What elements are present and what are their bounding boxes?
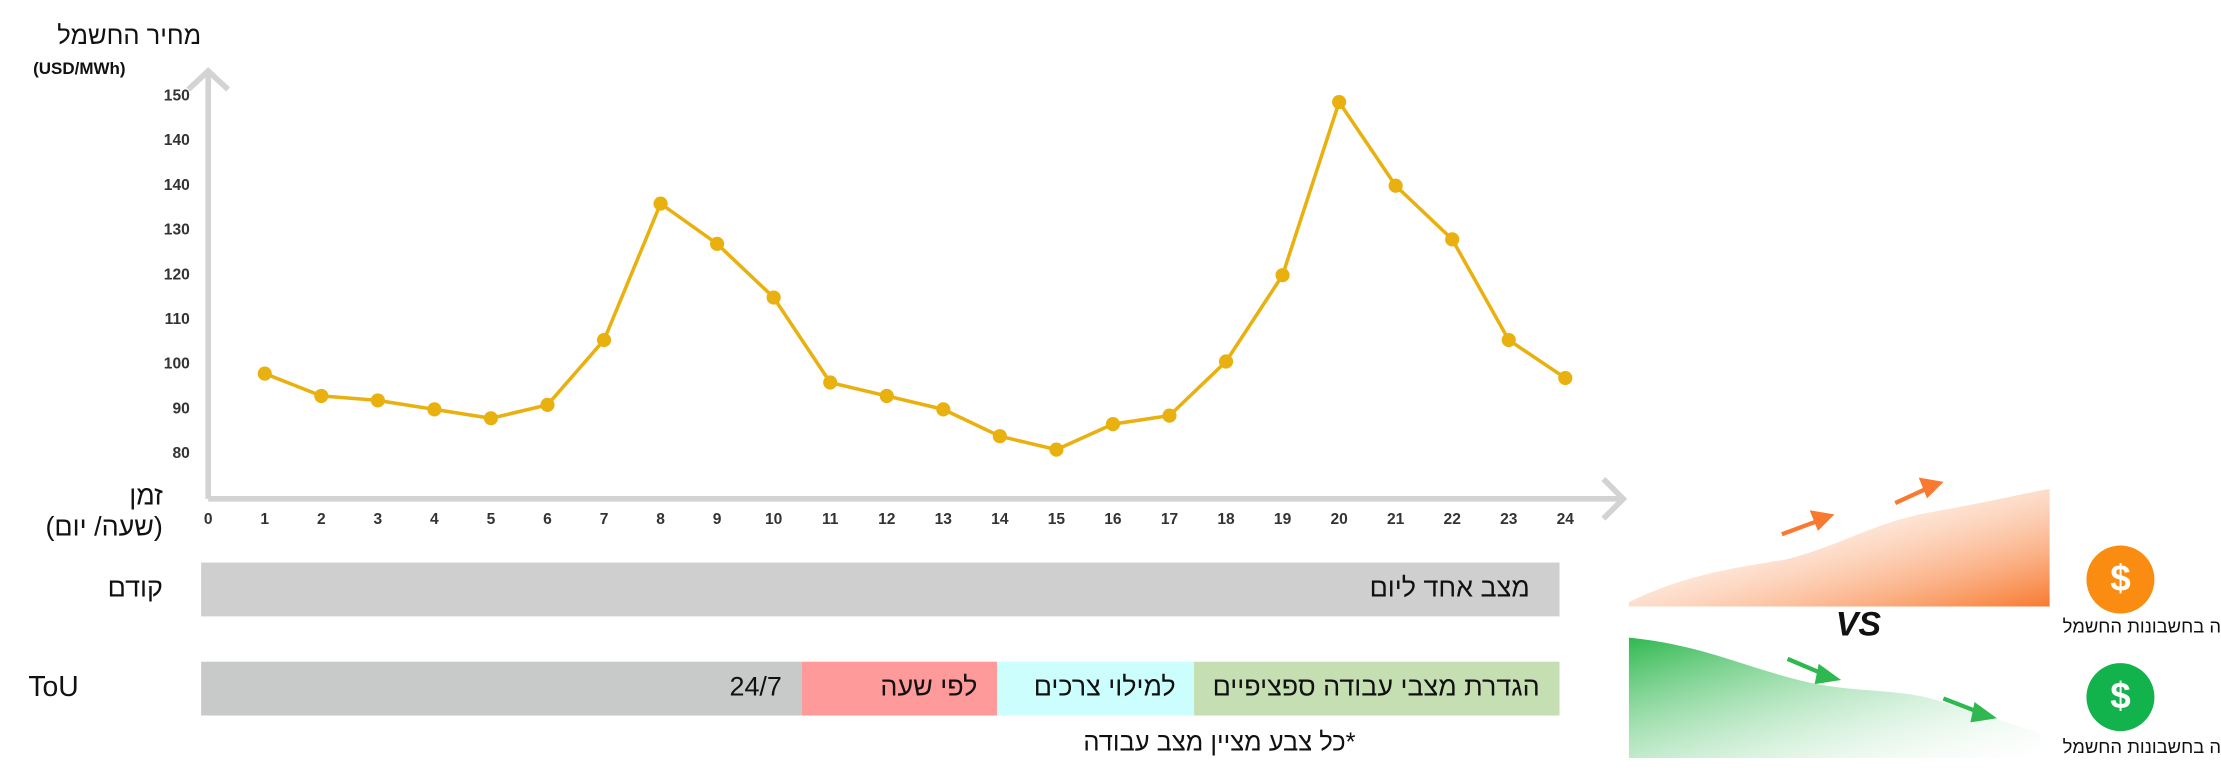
x-tick-label: 6 [543,511,552,528]
x-tick-label: 4 [430,511,439,528]
mode-text: לפי שעה [880,672,977,702]
row-label: קודם [108,573,163,603]
y-tick-label: 140 [164,177,190,194]
x-tick-label: 9 [713,511,722,528]
x-tick-label: 11 [822,511,839,528]
price-point [258,366,272,380]
x-tick-label: 3 [374,511,383,528]
price-point [993,429,1007,443]
price-point [1219,354,1233,368]
y-tick-label: 140 [164,132,190,149]
price-point [1502,333,1516,347]
page: {"chart_data": {"type": "line", "y_label… [0,0,2221,771]
x-tick-label: 1 [260,511,269,528]
price-point [484,411,498,425]
price-point [936,402,950,416]
price-point [1049,443,1063,457]
vs-label: VS [1836,605,1882,643]
y-tick-label: 100 [164,356,190,373]
price-point [1275,268,1289,282]
price-point [880,389,894,403]
mode-bar [201,563,1559,617]
comparison-label: ה בחשבונות החשמל [2063,616,2221,637]
icon-symbol: $ [2110,675,2130,716]
comparison-label: ה בחשבונות החשמל [2063,736,2221,757]
x-tick-label: 14 [991,511,1009,528]
y-tick-label: 120 [164,266,190,283]
y-tick-label: 110 [165,311,190,328]
y-axis-label: מחיר החשמל [57,22,201,50]
x-tick-label: 16 [1104,511,1122,528]
row-label: ToU [28,671,78,703]
mode-text: למילוי צרכים [1034,672,1176,702]
x-tick-label: 24 [1557,511,1575,528]
mode-text: מצב אחד ליום [1370,573,1530,603]
price-point [767,290,781,304]
y-axis-unit: (USD/MWh) [33,59,125,78]
x-tick-label: 21 [1387,511,1405,528]
price-point [710,237,724,251]
mode-text: 24/7 [730,672,782,702]
x-tick-label: 17 [1161,511,1178,528]
x-tick-label: 10 [765,511,783,528]
y-tick-label: 90 [172,400,190,417]
price-line [265,102,1566,450]
mode-segment [201,662,802,716]
x-axis-label: זמן [129,481,163,511]
y-tick-label: 130 [164,222,190,239]
x-tick-label: 19 [1274,511,1292,528]
axes [188,71,1623,519]
x-tick-label: 23 [1500,511,1518,528]
price-point [371,393,385,407]
price-point [427,402,441,416]
price-point [1389,179,1403,193]
price-point [653,197,667,211]
price-point [823,375,837,389]
y-tick-label: 150 [164,87,190,104]
price-point [597,333,611,347]
icon-symbol: $ [2110,558,2130,599]
y-tick-label: 80 [172,445,190,462]
x-tick-label: 12 [878,511,896,528]
price-point [314,389,328,403]
mode-text: הגדרת מצבי עבודה ספציפיים [1213,672,1540,702]
falling-area [1629,638,2040,758]
x-tick-label: 7 [600,511,609,528]
price-point [1332,95,1346,109]
price-point [540,398,554,412]
price-point [1106,417,1120,431]
x-tick-label: 13 [935,511,953,528]
price-point [1558,371,1572,385]
x-tick-label: 2 [317,511,326,528]
price-point [1162,409,1176,423]
note: *כל צבע מציין מצב עבודה [1083,729,1355,757]
x-tick-label: 15 [1048,511,1066,528]
x-axis-unit: (שעה/ יום) [45,512,162,542]
x-tick-label: 22 [1444,511,1462,528]
figure: מחיר החשמל (USD/MWh) זמן (שעה/ יום) 8090… [0,0,2221,771]
x-tick-label: 20 [1330,511,1348,528]
price-point [1445,232,1459,246]
rising-area [1629,489,2050,607]
x-tick-label: 0 [204,511,213,528]
x-tick-label: 5 [487,511,496,528]
x-tick-label: 18 [1217,511,1235,528]
x-tick-label: 8 [656,511,665,528]
